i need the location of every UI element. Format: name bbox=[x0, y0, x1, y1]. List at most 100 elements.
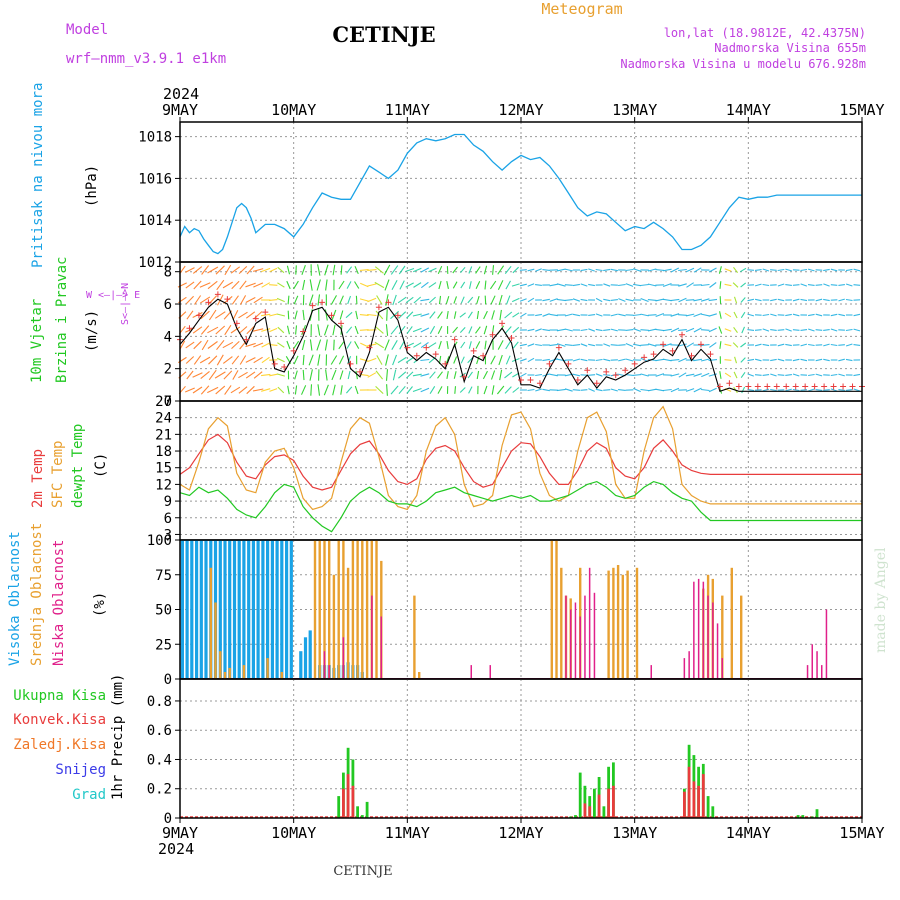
wind-arrow bbox=[670, 327, 680, 333]
wind-arrow bbox=[808, 373, 815, 377]
precip-total-bar bbox=[578, 772, 582, 818]
wind-arrow bbox=[454, 386, 457, 394]
wind-arrow bbox=[603, 389, 611, 391]
wind-arrow bbox=[693, 267, 702, 273]
wind-arrow bbox=[385, 294, 389, 306]
time-label-top: 9MAY bbox=[162, 101, 198, 119]
temp-ytick-label: 15 bbox=[155, 461, 172, 477]
temp-ytick-label: 3 bbox=[164, 527, 172, 543]
wind-arrow bbox=[618, 283, 626, 287]
wind-arrow bbox=[420, 387, 430, 393]
precip-unit: 1hr Precip (mm) bbox=[110, 674, 126, 800]
high-cloud-bar bbox=[289, 540, 293, 679]
wind-gust-marker bbox=[338, 320, 345, 327]
wind-arrow bbox=[384, 279, 390, 291]
wind-arrow bbox=[302, 279, 306, 291]
mid-cloud-bar bbox=[555, 540, 558, 679]
wind-arrow bbox=[398, 311, 407, 319]
low-cloud-bar bbox=[323, 651, 326, 679]
wind-arrow bbox=[610, 299, 618, 301]
wind-arrow bbox=[317, 264, 321, 276]
wind-arrow bbox=[542, 298, 550, 302]
wind-gust-marker bbox=[764, 383, 771, 390]
wind-arrow bbox=[231, 295, 239, 305]
wind-gust-marker bbox=[328, 312, 335, 319]
precip-total-bar bbox=[602, 806, 606, 818]
wind-arrow bbox=[437, 326, 443, 334]
wind-arrow bbox=[572, 358, 581, 362]
wind-arrow bbox=[277, 326, 285, 334]
wind-arrow bbox=[853, 328, 861, 332]
wind-arrow bbox=[662, 328, 672, 332]
wind-arrow bbox=[823, 358, 830, 362]
wind-arrow bbox=[670, 373, 680, 377]
wind-arrow bbox=[724, 343, 732, 347]
wind-arrow bbox=[549, 298, 558, 302]
wind-arrow bbox=[511, 297, 520, 303]
temp-label-2m: 2m Temp bbox=[30, 449, 46, 508]
wind-arrow bbox=[467, 356, 474, 364]
precip-conv-bar bbox=[612, 785, 615, 818]
wind-gust-marker bbox=[792, 383, 799, 390]
wind-arrow bbox=[504, 371, 513, 379]
wind-arrow bbox=[476, 310, 480, 320]
high-cloud-bar bbox=[303, 637, 308, 679]
wind-arrow bbox=[484, 295, 487, 305]
wind-arrow bbox=[475, 341, 481, 349]
wind-arrow bbox=[201, 265, 210, 275]
wind-arrow bbox=[678, 268, 687, 272]
mid-cloud-bar bbox=[280, 672, 283, 679]
wind-arrow bbox=[792, 388, 800, 392]
wind-arrow bbox=[214, 371, 226, 379]
wind-arrow bbox=[412, 387, 422, 393]
wind-arrow bbox=[603, 343, 611, 347]
wind-arrow bbox=[542, 388, 550, 392]
wind-arrow bbox=[792, 284, 800, 286]
wind-arrow bbox=[685, 327, 695, 333]
wind-arrow bbox=[293, 340, 300, 350]
wind-arrow bbox=[406, 326, 413, 334]
wind-arrow bbox=[354, 325, 359, 335]
wind-arrow bbox=[239, 355, 247, 365]
wind-arrow bbox=[453, 356, 458, 364]
wind-arrow bbox=[663, 343, 672, 347]
wind-arrow bbox=[693, 387, 702, 393]
low-cloud-bar bbox=[579, 616, 581, 679]
low-cloud-bar bbox=[688, 651, 690, 679]
wind-arrow bbox=[238, 326, 248, 334]
wind-arrow bbox=[354, 385, 359, 395]
wind-arrow bbox=[747, 329, 755, 331]
wind-arrow bbox=[309, 369, 313, 381]
wind-arrow bbox=[359, 358, 369, 362]
wind-arrow bbox=[724, 268, 732, 272]
wind-arrow bbox=[823, 283, 830, 287]
mid-cloud-bar bbox=[337, 540, 340, 679]
wind-arrow bbox=[747, 358, 755, 362]
precip-label-total: Ukupna Kisa bbox=[13, 688, 106, 704]
wind-gust-marker bbox=[641, 354, 648, 361]
time-label-bottom: 10MAY bbox=[271, 824, 316, 842]
wind-arrow bbox=[238, 311, 248, 319]
wind-arrow bbox=[245, 342, 256, 348]
wind-arrow bbox=[655, 312, 664, 318]
wind-arrow bbox=[302, 369, 305, 381]
mid-cloud-bar bbox=[266, 658, 269, 679]
wind-arrow bbox=[428, 342, 437, 348]
wind-arrow bbox=[261, 267, 271, 273]
wind-arrow bbox=[549, 343, 558, 347]
wind-gust-marker bbox=[394, 312, 401, 319]
wind-arrow bbox=[339, 370, 344, 380]
wind-arrow bbox=[686, 342, 695, 348]
wind-arrow bbox=[572, 373, 581, 377]
wind-arrow bbox=[192, 326, 203, 334]
wind-arrow bbox=[359, 314, 369, 316]
wind-arrow bbox=[830, 284, 838, 286]
wind-arrow bbox=[815, 373, 823, 377]
wind-arrow bbox=[708, 387, 717, 393]
wind-gust-marker bbox=[612, 372, 619, 379]
mid-cloud-bar bbox=[351, 540, 355, 679]
wind-arrow bbox=[338, 340, 345, 350]
wind-arrow bbox=[490, 295, 496, 305]
wind-arrow bbox=[572, 298, 580, 302]
wind-arrow bbox=[405, 357, 414, 363]
